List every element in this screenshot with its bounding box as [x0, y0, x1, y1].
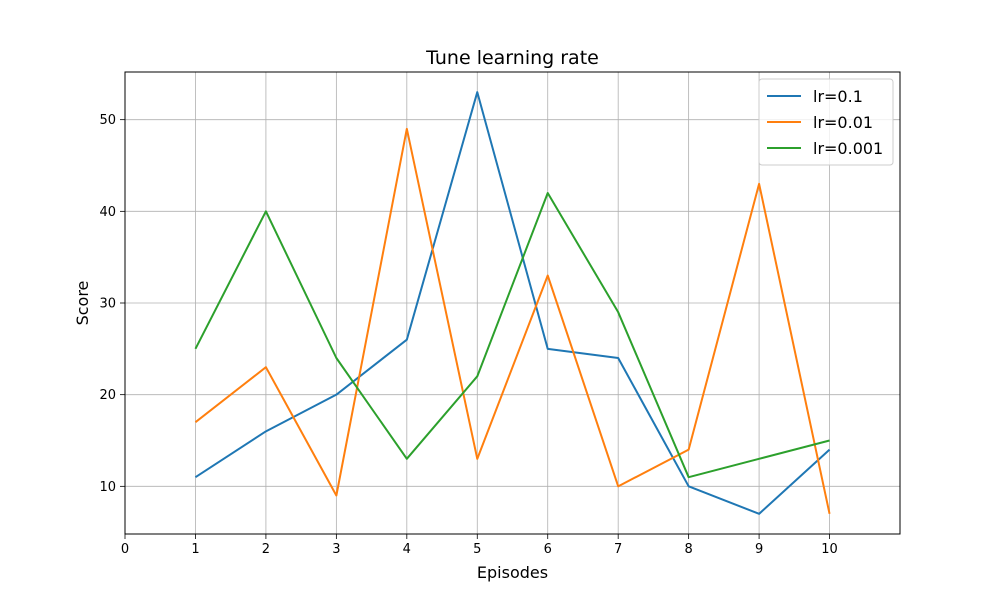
- series-line-2: [194, 127, 831, 515]
- x-tick-label: 0: [121, 542, 129, 557]
- x-tick-label: 1: [191, 542, 199, 557]
- y-tick-label: 10: [99, 480, 116, 495]
- x-tick-label: 10: [821, 542, 838, 557]
- series-line-1: [194, 91, 831, 515]
- series-lines: [194, 91, 831, 515]
- x-tick-label: 6: [544, 542, 552, 557]
- y-tick-label: 20: [99, 388, 116, 403]
- x-axis-ticks: 0 1 2 3 4 5 6 7 8 9 10: [121, 534, 838, 557]
- legend-label-2: lr=0.01: [813, 113, 873, 132]
- y-tick-label: 40: [99, 205, 116, 220]
- series-line-3: [194, 192, 830, 479]
- legend-label-1: lr=0.1: [813, 87, 863, 106]
- legend: lr=0.1 lr=0.01 lr=0.001: [758, 78, 894, 166]
- y-axis-ticks: 10 20 30 40 50: [99, 113, 125, 495]
- x-tick-label: 4: [403, 542, 411, 557]
- chart-title: Tune learning rate: [425, 47, 599, 69]
- x-tick-label: 5: [473, 542, 481, 557]
- y-tick-label: 50: [99, 113, 116, 128]
- x-tick-label: 9: [755, 542, 763, 557]
- x-tick-label: 3: [332, 542, 340, 557]
- legend-label-3: lr=0.001: [813, 139, 883, 158]
- x-tick-label: 7: [614, 542, 622, 557]
- y-tick-label: 30: [99, 297, 116, 312]
- y-axis-label: Score: [73, 281, 92, 326]
- x-tick-label: 2: [262, 542, 270, 557]
- legend-box: [758, 78, 894, 166]
- x-tick-label: 8: [684, 542, 692, 557]
- x-axis-label: Episodes: [477, 563, 548, 582]
